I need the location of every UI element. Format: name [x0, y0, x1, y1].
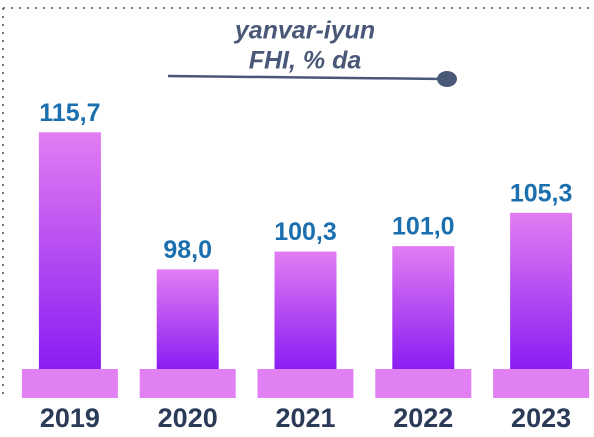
value-label: 115,7	[39, 99, 100, 127]
bar	[274, 251, 337, 370]
bar	[510, 212, 573, 370]
title-dot	[437, 71, 457, 87]
bar-base	[139, 369, 236, 398]
chart-subtitle: FHI, % da	[249, 47, 362, 75]
chart-title: yanvar-iyun	[233, 17, 375, 45]
x-tick-label: 2021	[275, 403, 335, 433]
title-rule	[167, 74, 446, 81]
value-label: 101,0	[392, 213, 455, 241]
bar	[392, 246, 455, 370]
x-tick-label: 2020	[158, 403, 218, 433]
value-label: 98,0	[163, 236, 212, 264]
bar-base	[21, 369, 118, 398]
bar	[38, 132, 101, 370]
bar-base	[375, 369, 472, 398]
bar	[156, 269, 219, 370]
x-tick-label: 2019	[40, 403, 100, 433]
value-label: 105,3	[510, 179, 573, 207]
x-tick-label: 2022	[393, 403, 453, 433]
bar-base	[257, 369, 354, 398]
value-label: 100,3	[274, 218, 337, 246]
bar-base	[493, 369, 590, 398]
x-tick-label: 2023	[511, 403, 571, 433]
